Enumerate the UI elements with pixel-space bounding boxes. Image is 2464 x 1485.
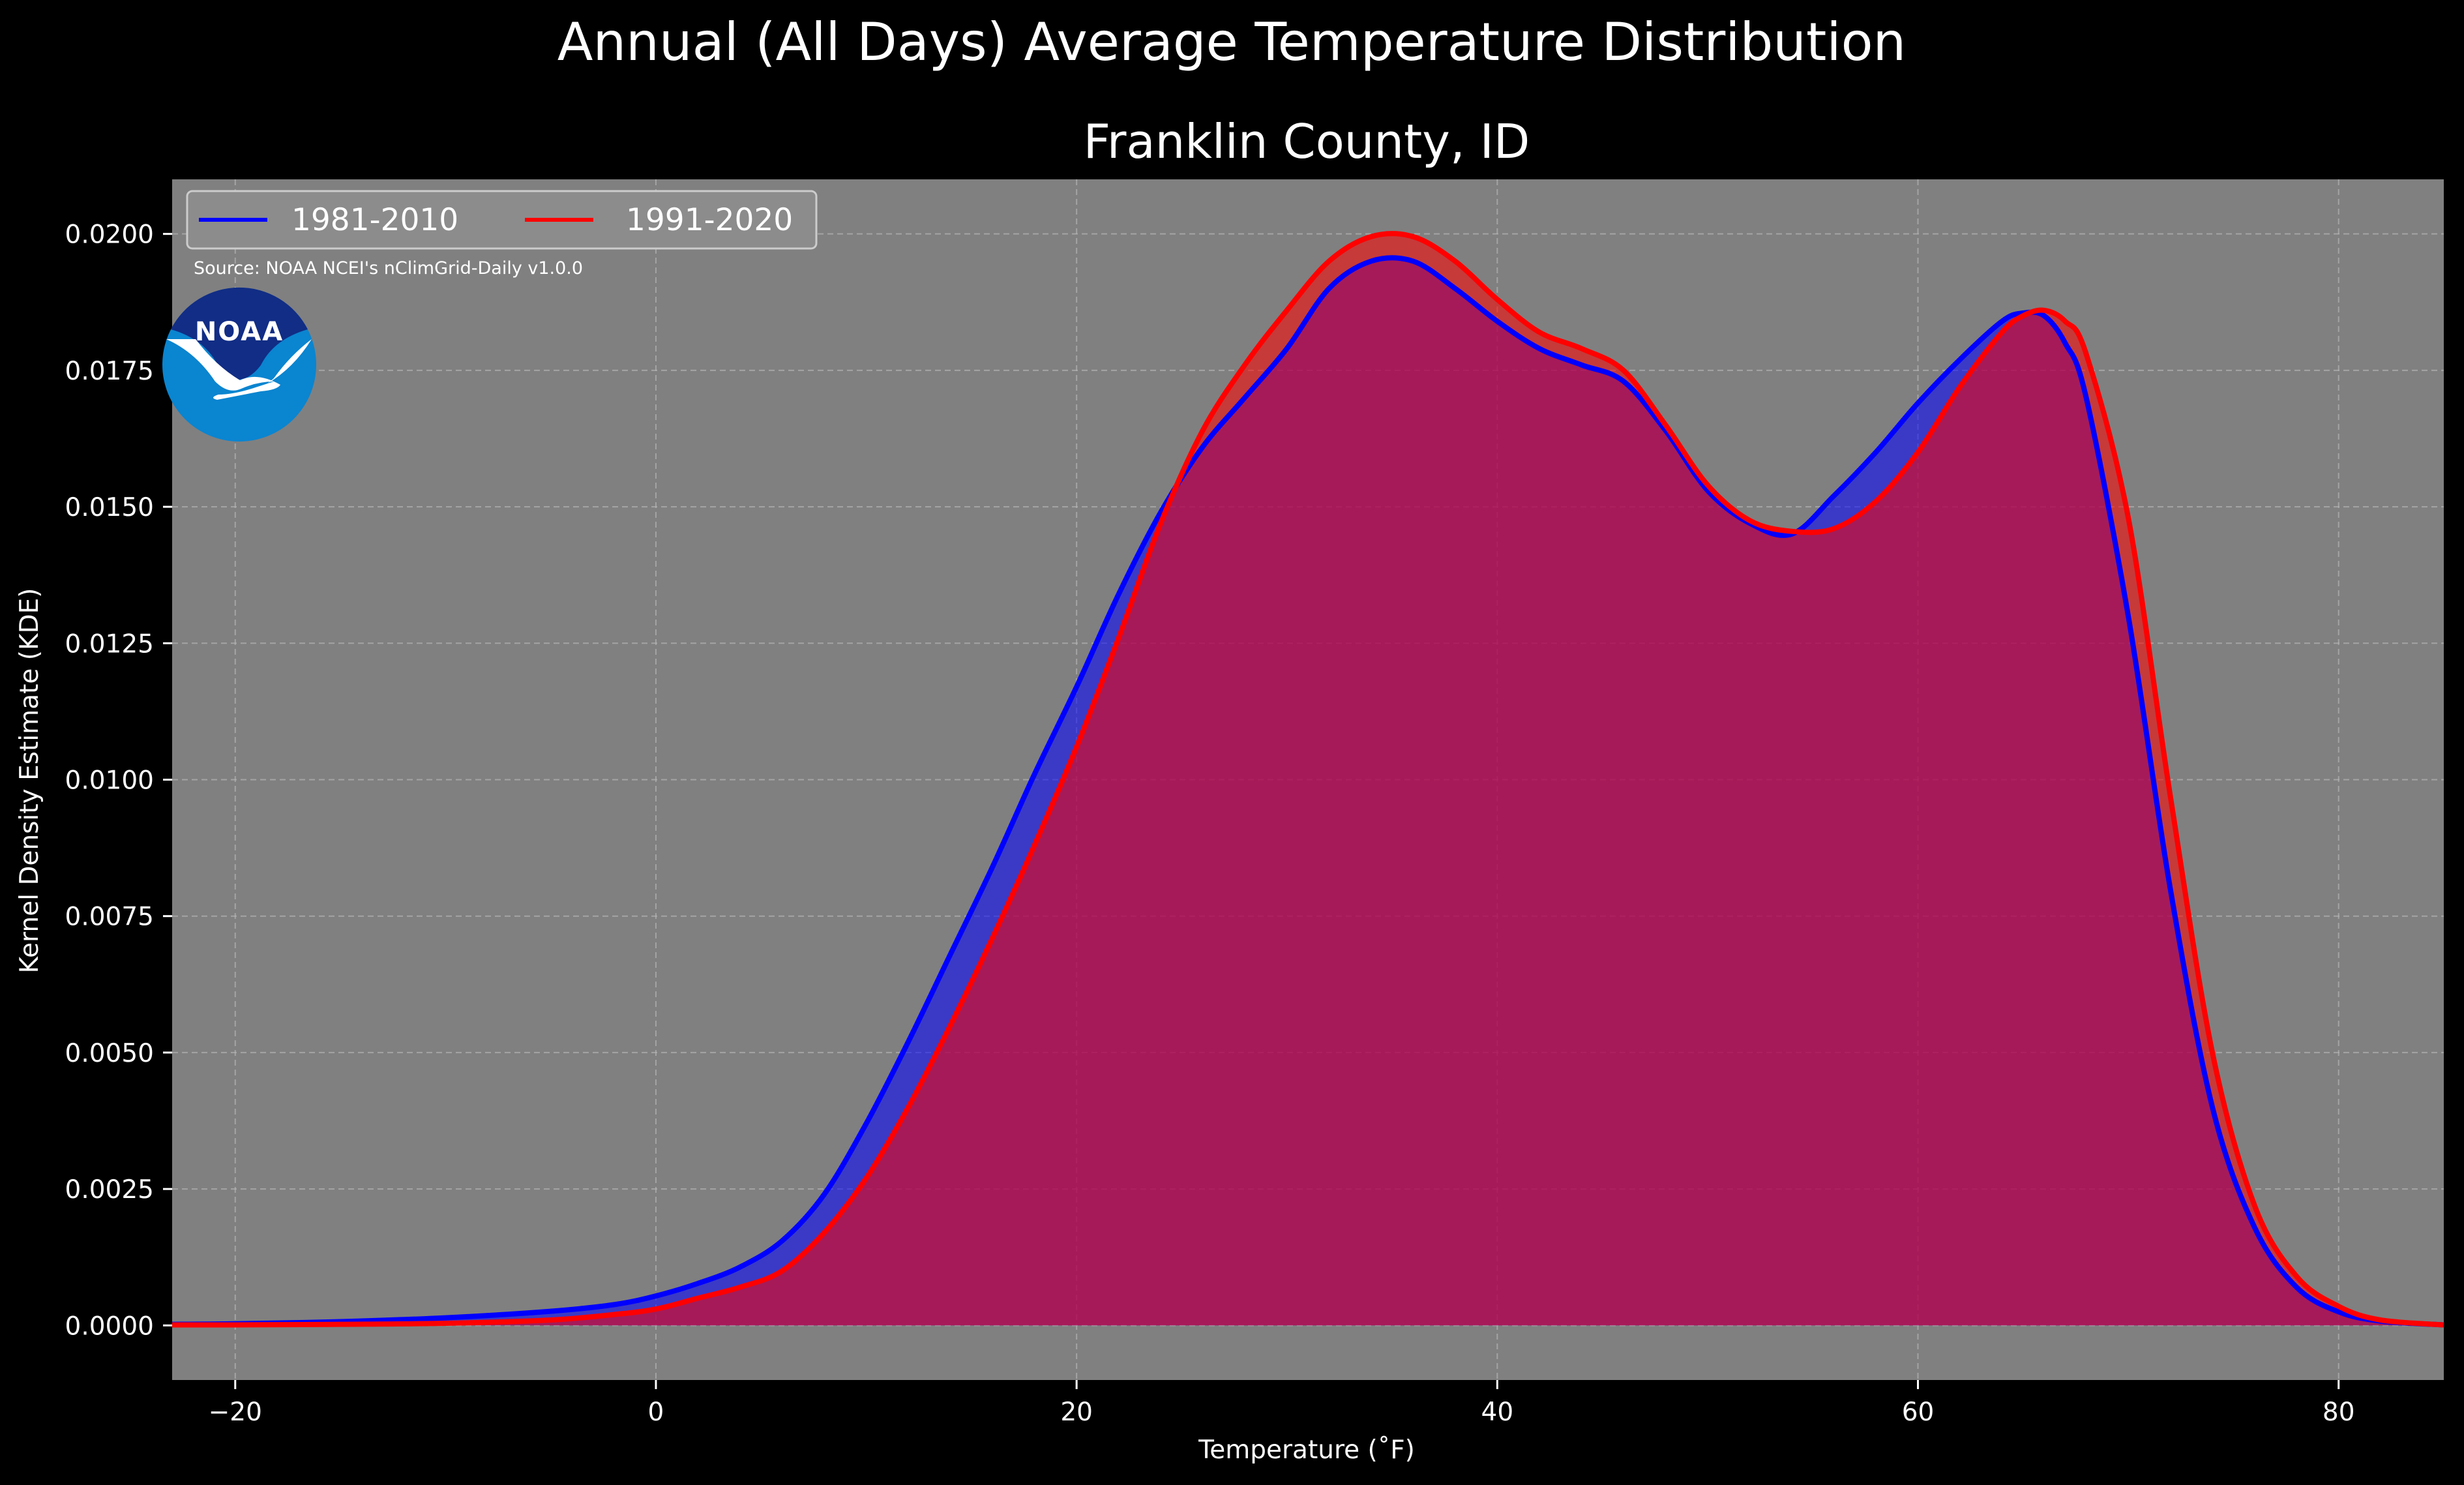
x-axis-label: Temperature (˚F) — [1198, 1435, 1415, 1465]
x-tick-label: 20 — [1060, 1398, 1093, 1427]
noaa-bird-icon — [166, 339, 280, 400]
y-tick-label: 0.0125 — [65, 629, 154, 659]
y-tick-label: 0.0150 — [65, 493, 154, 522]
legend-frame — [186, 190, 818, 250]
source-note: Source: NOAA NCEI's nClimGrid-Daily v1.0… — [194, 258, 583, 278]
x-tick-label: 40 — [1481, 1398, 1514, 1427]
axis-ticks: −20 0 20 40 60 80 0.0000 0.0025 0.0050 0.0075 0.01… — [65, 220, 2355, 1427]
line-1981-2010 — [172, 255, 2444, 1328]
x-tick-label: 80 — [2323, 1398, 2355, 1427]
y-tick-label: 0.0075 — [65, 903, 154, 932]
y-tick-label: 0.0175 — [65, 357, 154, 386]
chart-title: Annual (All Days) Average Temperature Di… — [557, 12, 1906, 72]
noaa-logo-text: NOAA — [195, 317, 284, 347]
y-tick-label: 0.0000 — [65, 1312, 154, 1341]
y-tick-label: 0.0200 — [65, 220, 154, 250]
noaa-logo: NOAA — [162, 287, 316, 442]
x-tick-label: 60 — [1902, 1398, 1935, 1427]
noaa-wing-icon — [267, 339, 312, 383]
legend-label-1991-2020: 1991-2020 — [626, 202, 793, 238]
area-1991-2020 — [172, 233, 2444, 1326]
noaa-logo-top — [171, 287, 308, 380]
y-axis-label: Kernel Density Estimate (KDE) — [15, 588, 44, 974]
line-1991-2020 — [172, 231, 2444, 1328]
legend: 1981-2010 1991-2020 — [186, 190, 818, 250]
y-tick-label: 0.0025 — [65, 1175, 154, 1205]
y-tick-label: 0.0100 — [65, 766, 154, 796]
series-lines — [172, 231, 2444, 1328]
area-fills — [172, 233, 2444, 1326]
legend-label-1981-2010: 1981-2010 — [291, 202, 458, 238]
x-tick-label: −20 — [209, 1398, 262, 1427]
chart-subtitle: Franklin County, ID — [1084, 114, 1530, 169]
x-tick-label: 0 — [648, 1398, 664, 1427]
y-tick-label: 0.0050 — [65, 1039, 154, 1068]
